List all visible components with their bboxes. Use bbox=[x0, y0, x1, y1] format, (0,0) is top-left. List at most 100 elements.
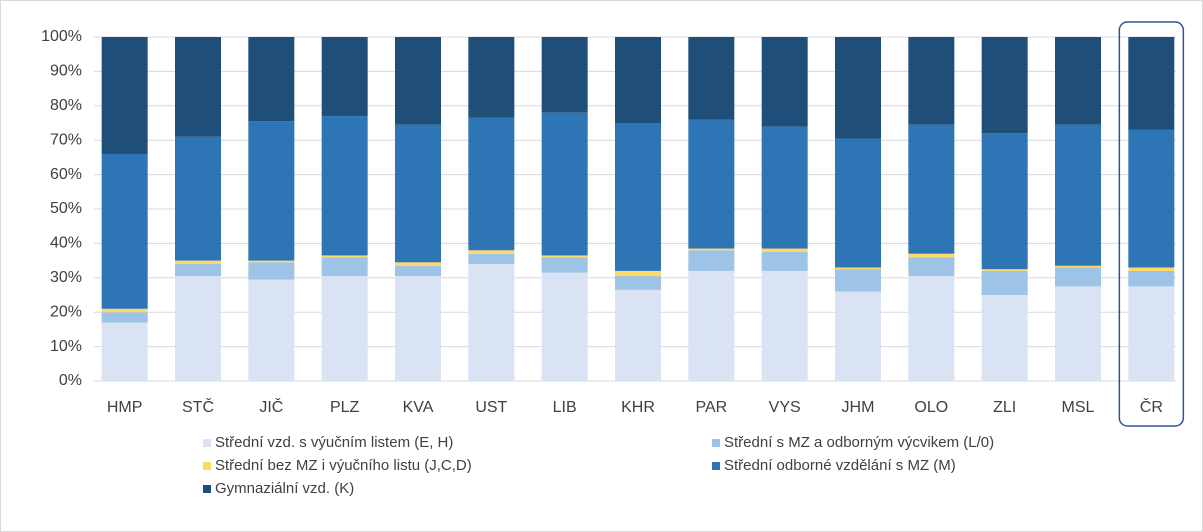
bar-segment bbox=[688, 37, 735, 120]
bar-segment bbox=[1055, 286, 1101, 381]
bar-segment bbox=[468, 37, 515, 118]
bar-segment bbox=[761, 37, 808, 127]
bar-segment bbox=[761, 126, 808, 249]
bar-segment bbox=[321, 257, 368, 277]
x-tick-label: JHM bbox=[842, 399, 875, 416]
bar-segment bbox=[175, 37, 221, 137]
x-tick-label: LIB bbox=[553, 399, 577, 416]
bar-segment bbox=[1128, 267, 1175, 271]
bar-segment bbox=[395, 276, 441, 381]
bar-segment bbox=[835, 291, 881, 381]
bar-segment bbox=[981, 295, 1028, 381]
bar-segment bbox=[101, 37, 148, 154]
bar-segment bbox=[981, 269, 1028, 271]
bar-segment bbox=[101, 153, 148, 309]
bar-segment bbox=[1128, 129, 1175, 268]
bar-segment bbox=[468, 253, 515, 265]
x-tick-label: PLZ bbox=[330, 399, 360, 416]
bar-segment bbox=[321, 276, 368, 381]
bar-segment bbox=[395, 262, 441, 266]
bar-segment bbox=[248, 262, 295, 280]
bar-segment bbox=[908, 37, 955, 125]
bar-segment bbox=[615, 289, 661, 381]
y-tick-label: 80% bbox=[50, 97, 82, 114]
y-tick-label: 50% bbox=[50, 200, 82, 217]
bar-segment bbox=[541, 257, 588, 273]
bar-segment bbox=[1128, 37, 1175, 130]
x-tick-label: ZLI bbox=[993, 399, 1016, 416]
bar-segment bbox=[761, 248, 808, 252]
bar-segment bbox=[761, 252, 808, 271]
x-tick-label: KHR bbox=[621, 399, 655, 416]
x-tick-label: JIČ bbox=[259, 397, 283, 416]
bar-segment bbox=[321, 116, 368, 256]
bar-segment bbox=[908, 257, 955, 277]
x-tick-label: HMP bbox=[107, 399, 143, 416]
legend-label: Střední s MZ a odborným výcvikem (L/0) bbox=[724, 434, 994, 451]
y-tick-label: 100% bbox=[41, 28, 82, 45]
bar-segment bbox=[175, 136, 221, 261]
bar-segment bbox=[615, 270, 661, 277]
y-tick-label: 70% bbox=[50, 131, 82, 148]
bar-segment bbox=[248, 121, 295, 261]
bar-segment bbox=[468, 117, 515, 251]
bar-segment bbox=[248, 37, 295, 122]
bar-segment bbox=[835, 138, 881, 268]
y-tick-label: 20% bbox=[50, 303, 82, 320]
bar-segment bbox=[1055, 265, 1101, 268]
bar-segment bbox=[101, 308, 148, 313]
bar-segment bbox=[395, 265, 441, 277]
bar-segment bbox=[908, 253, 955, 258]
bar-segment bbox=[1055, 37, 1101, 125]
legend-label: Střední bez MZ i výučního listu (J,C,D) bbox=[215, 457, 472, 474]
legend-swatch bbox=[203, 439, 211, 447]
bar-segment bbox=[688, 270, 735, 381]
bar-segment bbox=[615, 276, 661, 290]
bar-segment bbox=[688, 250, 735, 271]
bar-segment bbox=[761, 270, 808, 381]
bar-segment bbox=[468, 250, 515, 254]
bar-segment bbox=[395, 124, 441, 263]
bar-segment bbox=[835, 269, 881, 292]
legend-swatch bbox=[203, 485, 211, 493]
x-tick-label: MSL bbox=[1062, 399, 1095, 416]
x-tick-label: PAR bbox=[695, 399, 727, 416]
x-tick-label: KVA bbox=[403, 399, 434, 416]
y-tick-label: 90% bbox=[50, 63, 82, 80]
bar-segment bbox=[248, 260, 295, 263]
bar-segment bbox=[981, 270, 1028, 295]
legend-swatch bbox=[712, 439, 720, 447]
bar-segment bbox=[1055, 124, 1101, 266]
bar-segment bbox=[835, 267, 881, 270]
bar-segment bbox=[541, 112, 588, 256]
legend-swatch bbox=[203, 462, 211, 470]
legend-label: Střední vzd. s výučním listem (E, H) bbox=[215, 434, 453, 451]
bar-segment bbox=[1055, 267, 1101, 287]
bar-segment bbox=[468, 264, 515, 381]
bar-segment bbox=[541, 255, 588, 258]
bar-segment bbox=[321, 37, 368, 117]
bar-segment bbox=[395, 37, 441, 125]
y-tick-label: 60% bbox=[50, 166, 82, 183]
y-tick-label: 0% bbox=[59, 372, 82, 389]
bar-segment bbox=[688, 119, 735, 249]
y-tick-label: 40% bbox=[50, 235, 82, 252]
x-tick-label: ČR bbox=[1140, 397, 1163, 416]
legend-swatch bbox=[712, 462, 720, 470]
legend-label: Gymnaziální vzd. (K) bbox=[215, 480, 354, 497]
legend-label: Střední odborné vzdělání s MZ (M) bbox=[724, 457, 956, 474]
y-tick-label: 10% bbox=[50, 338, 82, 355]
bar-segment bbox=[321, 255, 368, 258]
bar-segment bbox=[615, 123, 661, 271]
bar-segment bbox=[175, 276, 221, 381]
bar-segment bbox=[101, 312, 148, 323]
bar-segment bbox=[615, 37, 661, 123]
bar-segment bbox=[248, 279, 295, 381]
x-tick-label: UST bbox=[475, 399, 507, 416]
bar-segment bbox=[175, 264, 221, 277]
bar-segment bbox=[981, 133, 1028, 270]
x-tick-label: VYS bbox=[769, 399, 801, 416]
x-tick-label: STČ bbox=[182, 397, 214, 416]
bar-segment bbox=[835, 37, 881, 139]
